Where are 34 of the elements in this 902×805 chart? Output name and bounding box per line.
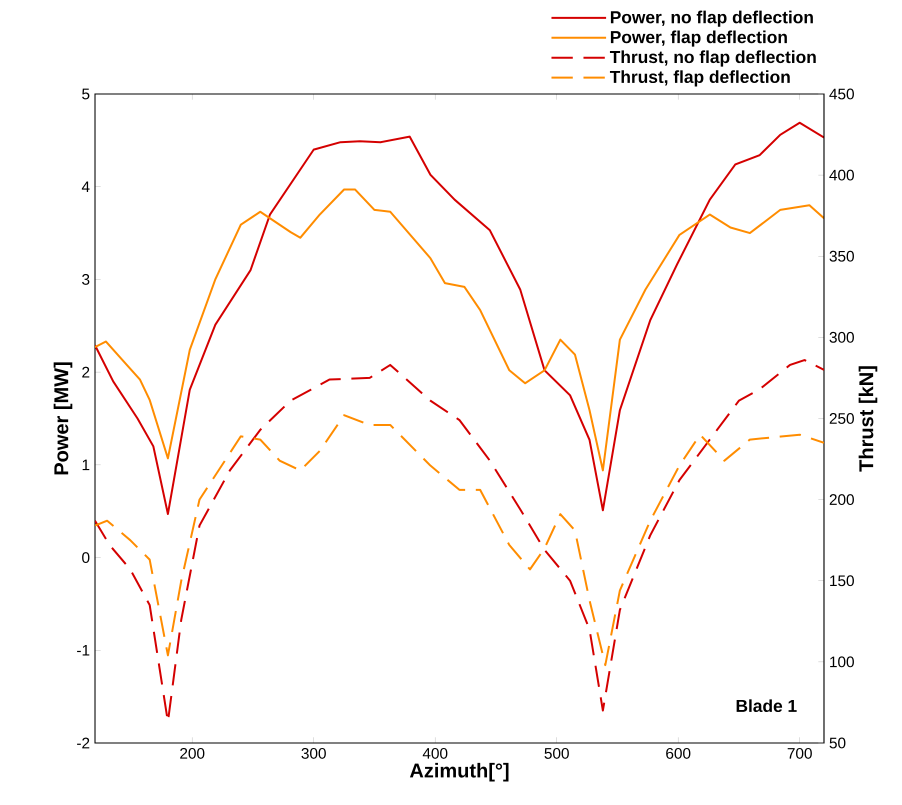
y-tick-label: -1: [77, 645, 90, 656]
line-series: [95, 122, 824, 515]
x-tick-label: 200: [180, 748, 204, 759]
y2-tick-label: 450: [829, 88, 854, 100]
y2-tick-label: 100: [830, 656, 854, 668]
x-axis-title: Azimuth[°]: [410, 762, 508, 782]
legend-label: Thrust, flap deflection: [610, 70, 790, 86]
y-tick-label: 1: [82, 460, 90, 470]
legend-label: Thrust, no flap deflection: [610, 50, 816, 67]
y-axis-title: Power [MW]: [54, 362, 72, 474]
y2-tick-label: 400: [829, 170, 854, 181]
y2-tick-label: 50: [830, 738, 846, 748]
y2-tick-label: 300: [830, 332, 854, 343]
legend-label: Power, flap deflection: [610, 30, 787, 47]
annotation: Blade 1: [736, 699, 797, 712]
x-tick-label: 500: [544, 748, 569, 759]
x-tick-label: 400: [422, 748, 448, 759]
x-tick-label: 300: [302, 748, 326, 759]
x-tick-label: 700: [788, 748, 812, 759]
y-tick-label: 4: [82, 181, 90, 192]
y2-tick-label: 250: [830, 413, 854, 424]
y2-axis-title: Thrust [kN]: [858, 366, 878, 472]
y2-tick-label: 200: [830, 494, 854, 506]
y2-tick-label: 150: [830, 575, 854, 586]
legend-label: Power, no flap deflection: [610, 10, 813, 27]
y-tick-label: 5: [82, 88, 90, 100]
y-tick-label: 2: [82, 366, 90, 378]
y-tick-label: 0: [82, 552, 90, 563]
line-series: [95, 188, 824, 472]
line-series: [95, 414, 824, 666]
y2-tick-label: 350: [830, 250, 854, 262]
x-tick-label: 600: [666, 748, 690, 759]
y-tick-label: 3: [82, 274, 90, 285]
y-tick-label: -2: [77, 738, 90, 748]
